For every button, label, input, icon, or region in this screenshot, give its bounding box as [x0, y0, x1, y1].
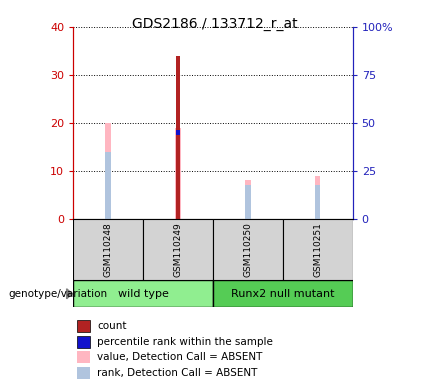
Text: GSM110250: GSM110250	[243, 222, 252, 277]
Bar	[176, 130, 180, 135]
Bar	[283, 219, 353, 280]
Bar	[213, 219, 283, 280]
Text: rank, Detection Call = ABSENT: rank, Detection Call = ABSENT	[97, 368, 258, 378]
Bar	[143, 219, 213, 280]
Bar	[245, 180, 251, 219]
Text: GSM110248: GSM110248	[104, 222, 113, 277]
Bar	[77, 336, 90, 348]
Text: GSM110249: GSM110249	[173, 222, 182, 277]
Text: percentile rank within the sample: percentile rank within the sample	[97, 337, 273, 347]
Bar	[73, 219, 143, 280]
Bar	[175, 127, 181, 219]
Bar	[213, 280, 353, 307]
Text: Runx2 null mutant: Runx2 null mutant	[231, 289, 335, 299]
Text: GSM110251: GSM110251	[313, 222, 322, 277]
Bar	[315, 185, 320, 219]
Bar	[105, 123, 111, 219]
Text: count: count	[97, 321, 127, 331]
Bar	[105, 152, 111, 219]
Text: value, Detection Call = ABSENT: value, Detection Call = ABSENT	[97, 352, 263, 362]
Text: genotype/variation: genotype/variation	[9, 289, 108, 299]
Bar	[77, 367, 90, 379]
Bar	[77, 351, 90, 363]
Text: GDS2186 / 133712_r_at: GDS2186 / 133712_r_at	[132, 17, 298, 31]
Bar	[315, 176, 320, 219]
Bar	[245, 185, 251, 219]
Bar	[176, 56, 180, 219]
Polygon shape	[67, 289, 72, 299]
Text: wild type: wild type	[117, 289, 169, 299]
Bar	[73, 280, 213, 307]
Bar	[77, 320, 90, 332]
